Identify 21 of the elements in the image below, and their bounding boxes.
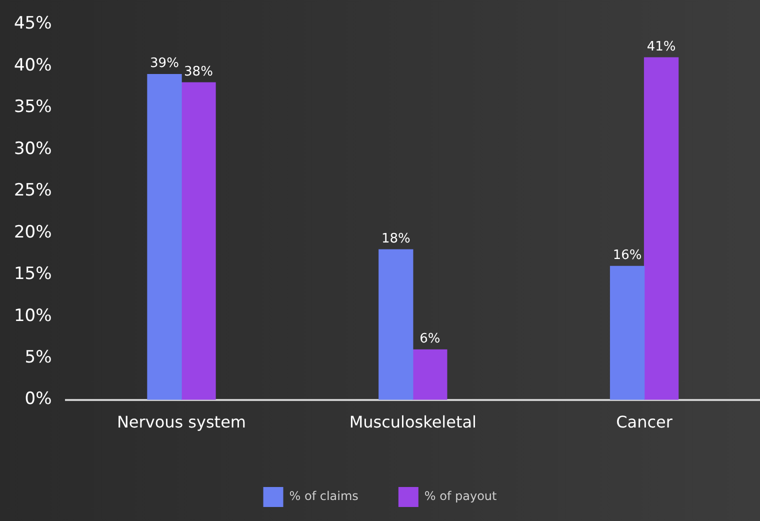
y-tick-label: 0% — [24, 389, 52, 410]
x-tick-label: Nervous system — [116, 412, 246, 432]
y-tick-label: 25% — [14, 180, 52, 201]
legend-label: % of payout — [424, 489, 498, 504]
data-label: 18% — [381, 231, 410, 246]
data-label: 16% — [612, 248, 642, 264]
y-tick-label: 10% — [14, 306, 52, 326]
data-label: 41% — [646, 39, 676, 54]
y-tick-label: 5% — [24, 347, 52, 368]
x-tick-label: Cancer — [616, 412, 673, 432]
y-tick-label: 15% — [14, 264, 52, 284]
data-label: 39% — [150, 56, 179, 72]
data-label: 38% — [184, 64, 213, 80]
legend-label: % of claims — [289, 489, 358, 504]
y-tick-label: 45% — [14, 14, 52, 34]
y-tick-label: 35% — [14, 97, 52, 118]
y-tick-label: 40% — [14, 55, 52, 76]
x-tick-label: Musculoskeletal — [349, 412, 476, 432]
y-tick-label: 20% — [14, 222, 52, 242]
y-tick-label: 30% — [14, 138, 52, 159]
data-label: 6% — [420, 332, 440, 347]
